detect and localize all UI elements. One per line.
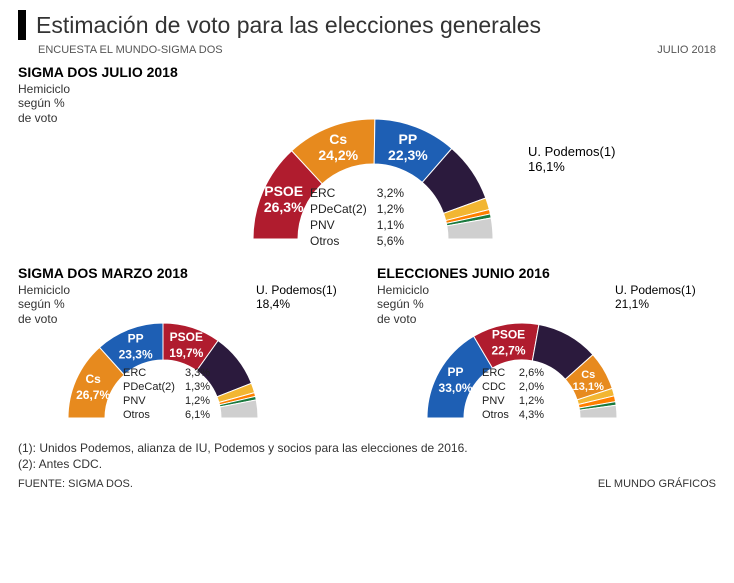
credit-label: EL MUNDO GRÁFICOS	[598, 478, 716, 490]
svg-text:Cs: Cs	[329, 131, 347, 147]
footnote-2: (2): Antes CDC.	[18, 456, 716, 472]
pod-label-main: U. Podemos(1)16,1%	[528, 144, 615, 174]
svg-text:Cs: Cs	[581, 369, 595, 381]
svg-text:PSOE: PSOE	[264, 183, 303, 199]
svg-text:PP: PP	[399, 131, 418, 147]
svg-text:22,3%: 22,3%	[388, 147, 428, 163]
header: Estimación de voto para las elecciones g…	[18, 10, 716, 40]
pod-label-right: U. Podemos(1)21,1%	[615, 283, 696, 311]
survey-source: ENCUESTA EL MUNDO-SIGMA DOS	[38, 44, 223, 56]
footnotes: (1): Unidos Podemos, alianza de IU, Pode…	[18, 440, 716, 472]
svg-text:13,1%: 13,1%	[573, 381, 604, 393]
chart-main-minor-parties: ERC3,2% PDeCat(2)1,2% PNV1,1% Otros5,6%	[308, 184, 414, 250]
svg-text:19,7%: 19,7%	[169, 346, 203, 360]
svg-text:PP: PP	[128, 332, 144, 346]
svg-text:26,3%: 26,3%	[264, 199, 304, 215]
svg-text:PP: PP	[448, 365, 464, 379]
svg-text:33,0%: 33,0%	[439, 381, 473, 395]
pod-label-left: U. Podemos(1)18,4%	[256, 283, 337, 311]
chart-left: SIGMA DOS MARZO 2018 Hemiciclo según % d…	[18, 265, 357, 430]
chart-main: SIGMA DOS JULIO 2018 Hemiciclo según % d…	[18, 64, 716, 259]
chart-right: ELECCIONES JUNIO 2016 Hemiciclo según % …	[377, 265, 716, 430]
svg-text:PSOE: PSOE	[170, 330, 203, 344]
title-accent-bar	[18, 10, 26, 40]
source-label: FUENTE: SIGMA DOS.	[18, 478, 133, 490]
chart-right-minor-parties: ERC2,6% CDC2,0% PNV1,2% Otros4,3%	[480, 365, 554, 423]
svg-text:24,2%: 24,2%	[318, 147, 358, 163]
svg-text:26,7%: 26,7%	[76, 388, 110, 402]
footnote-1: (1): Unidos Podemos, alianza de IU, Pode…	[18, 440, 716, 456]
svg-text:23,3%: 23,3%	[119, 348, 153, 362]
svg-text:PSOE: PSOE	[492, 328, 525, 342]
header-subbar: ENCUESTA EL MUNDO-SIGMA DOS JULIO 2018	[38, 44, 716, 56]
chart-left-minor-parties: ERC3,3% PDeCat(2)1,3% PNV1,2% Otros6,1%	[121, 365, 220, 423]
survey-date: JULIO 2018	[657, 44, 716, 56]
page-title: Estimación de voto para las elecciones g…	[36, 12, 541, 39]
svg-text:Cs: Cs	[85, 372, 101, 386]
svg-text:22,7%: 22,7%	[491, 344, 525, 358]
source-bar: FUENTE: SIGMA DOS. EL MUNDO GRÁFICOS	[18, 478, 716, 490]
